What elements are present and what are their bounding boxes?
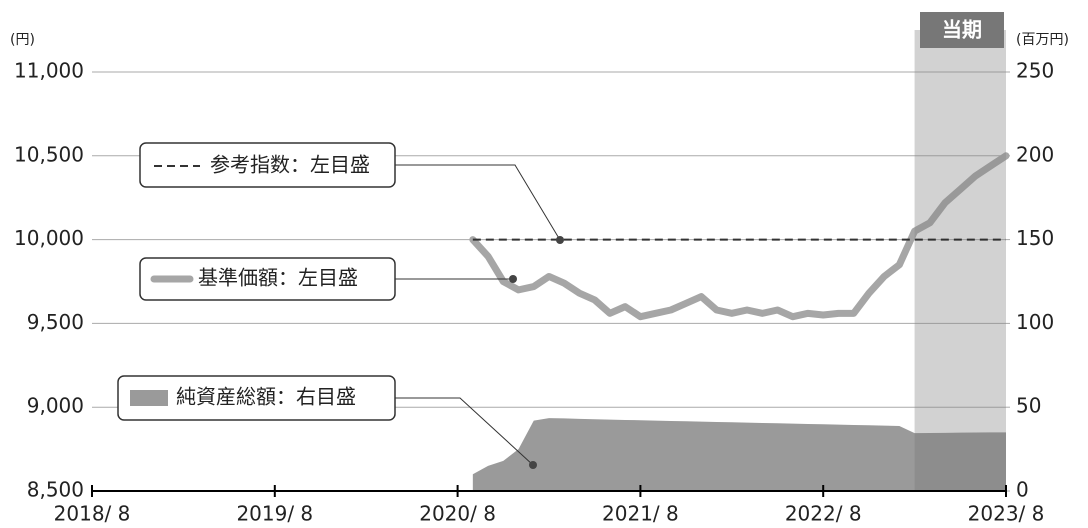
x-tick-label: 2020/ 8 xyxy=(419,502,496,526)
leader-line xyxy=(395,164,561,241)
y-tick-label: 8,500 xyxy=(27,478,84,502)
legend-box xyxy=(139,142,396,188)
y2-tick-label: 250 xyxy=(1016,59,1054,83)
period-label-box xyxy=(920,12,1004,48)
line xyxy=(469,152,1010,321)
x-tick-label: 2021/ 8 xyxy=(602,502,679,526)
legend-label: 基準価額：左目盛 xyxy=(198,266,358,290)
area xyxy=(472,418,1006,491)
leader-dot xyxy=(529,461,537,469)
x-tick-label: 2023/ 8 xyxy=(968,502,1045,526)
y-tick-label: 9,500 xyxy=(27,310,84,334)
y2-tick-label: 200 xyxy=(1016,142,1054,166)
x-tick-label: 2022/ 8 xyxy=(785,502,862,526)
period-band xyxy=(914,30,1006,491)
period-label: 当期 xyxy=(942,18,982,42)
y-tick-label: 10,000 xyxy=(14,226,84,250)
x-tick-label: 2019/ 8 xyxy=(236,502,313,526)
x-tick-label: 2018/ 8 xyxy=(54,502,131,526)
y2-tick-label: 50 xyxy=(1016,394,1041,418)
leader-line xyxy=(395,397,534,466)
legend-label: 参考指数：左目盛 xyxy=(210,153,370,177)
leader-dot xyxy=(556,236,564,244)
legend-label: 純資産総額：右目盛 xyxy=(176,385,356,409)
legend-box xyxy=(139,257,396,301)
y2-tick-label: 150 xyxy=(1016,226,1054,250)
y2-unit: (百万円) xyxy=(1016,32,1069,48)
y-tick-label: 11,000 xyxy=(14,59,84,83)
y2-tick-label: 100 xyxy=(1016,310,1054,334)
legend-box xyxy=(117,375,396,421)
y2-tick-label: 0 xyxy=(1016,478,1029,502)
legend-symbol xyxy=(130,390,168,406)
y-tick-label: 10,500 xyxy=(14,142,84,166)
y-tick-label: 9,000 xyxy=(27,394,84,418)
leader-dot xyxy=(509,275,517,283)
y-unit: (円) xyxy=(10,32,35,48)
